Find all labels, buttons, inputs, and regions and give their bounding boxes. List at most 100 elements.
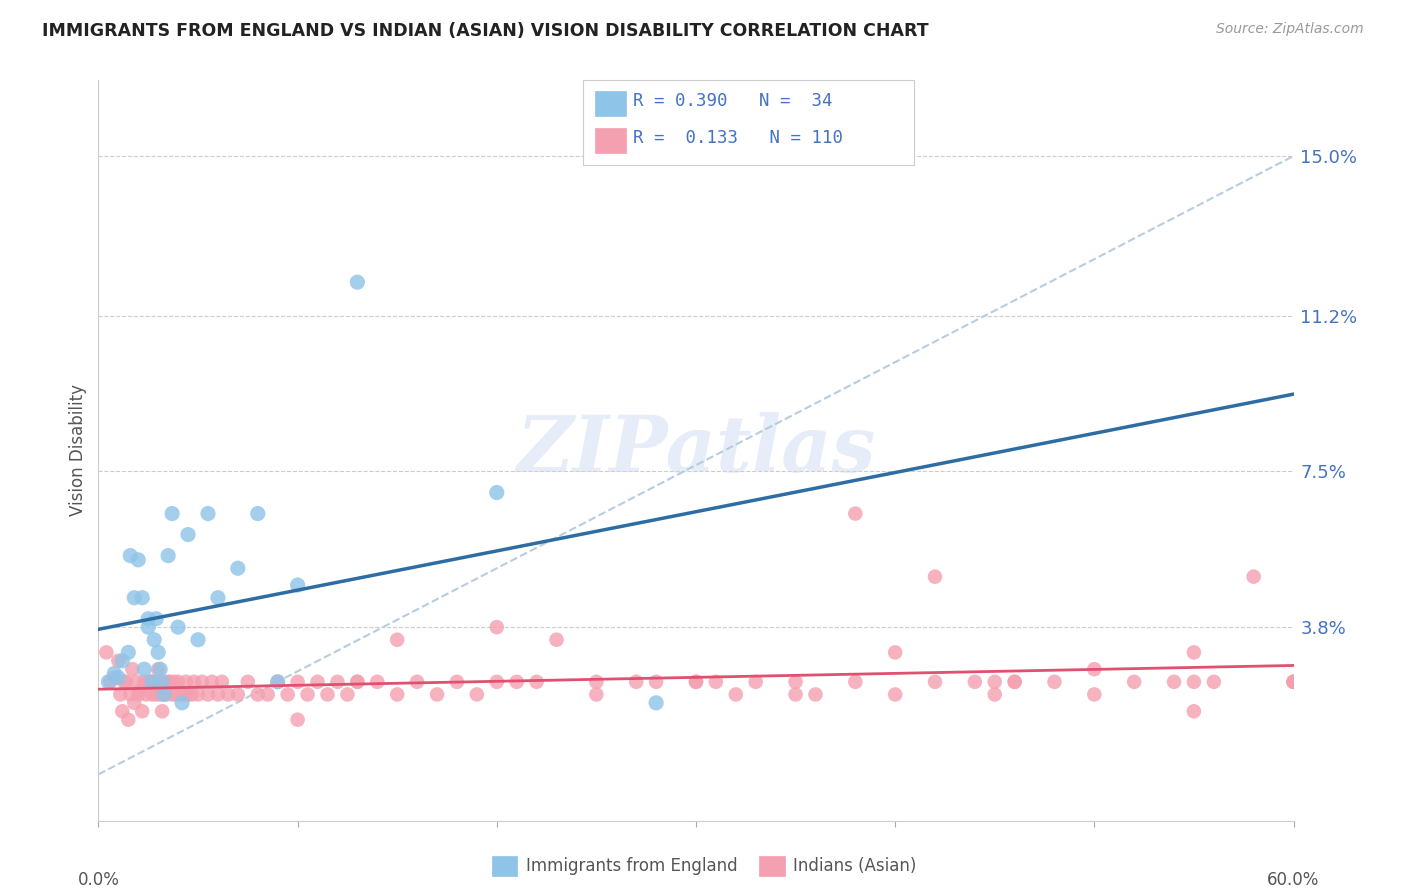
Point [160, 507, 183, 521]
Point [197, 507, 219, 521]
Point [148, 662, 170, 676]
Point [1123, 674, 1146, 689]
Point [924, 569, 946, 583]
Point [167, 674, 190, 689]
Point [201, 674, 224, 689]
Point [172, 696, 194, 710]
Point [585, 674, 607, 689]
Point [174, 674, 197, 689]
Point [426, 688, 449, 702]
Point [506, 674, 529, 689]
Point [785, 688, 807, 702]
Point [165, 688, 187, 702]
Point [1163, 674, 1185, 689]
Text: 60.0%: 60.0% [1267, 871, 1320, 889]
Point [131, 704, 153, 718]
Text: ZIPatlas: ZIPatlas [516, 412, 876, 489]
Point [177, 688, 200, 702]
Point [924, 674, 946, 689]
Text: 0.0%: 0.0% [77, 871, 120, 889]
Point [141, 688, 163, 702]
Point [97, 674, 120, 689]
Point [127, 688, 149, 702]
Point [246, 507, 269, 521]
Point [346, 674, 368, 689]
Point [149, 662, 172, 676]
Point [143, 674, 166, 689]
Point [135, 688, 157, 702]
Point [277, 688, 299, 702]
Point [173, 688, 195, 702]
Point [1083, 662, 1105, 676]
Point [153, 674, 176, 689]
Point [226, 561, 249, 575]
Point [326, 674, 349, 689]
Point [246, 688, 269, 702]
Text: R = 0.390   N =  34: R = 0.390 N = 34 [633, 92, 832, 110]
Point [704, 674, 727, 689]
Point [645, 696, 668, 710]
Point [1182, 674, 1205, 689]
Point [236, 674, 259, 689]
Point [217, 688, 239, 702]
Point [1182, 704, 1205, 718]
Point [1004, 674, 1026, 689]
Point [685, 674, 707, 689]
Point [148, 645, 170, 659]
Point [267, 674, 290, 689]
Point [155, 688, 177, 702]
Point [336, 688, 359, 702]
Point [167, 620, 190, 634]
Point [136, 620, 159, 634]
Point [117, 645, 139, 659]
Point [110, 688, 132, 702]
Point [785, 674, 807, 689]
Point [287, 578, 309, 592]
Point [139, 674, 162, 689]
Point [150, 674, 173, 689]
Point [107, 654, 129, 668]
Point [1282, 674, 1305, 689]
Point [177, 527, 200, 541]
Point [1043, 674, 1066, 689]
Point [1004, 674, 1026, 689]
Point [465, 688, 488, 702]
Point [183, 674, 205, 689]
Point [181, 688, 204, 702]
Point [745, 674, 768, 689]
Point [316, 688, 339, 702]
Point [385, 632, 409, 647]
Y-axis label: Vision Disability: Vision Disability [69, 384, 87, 516]
Point [297, 688, 319, 702]
Point [98, 674, 122, 689]
Point [111, 654, 134, 668]
Point [546, 632, 568, 647]
Point [226, 688, 249, 702]
Point [134, 674, 156, 689]
Point [346, 674, 368, 689]
Point [136, 612, 159, 626]
Point [585, 688, 607, 702]
Point [153, 688, 176, 702]
Point [626, 674, 648, 689]
Point [267, 674, 290, 689]
Point [804, 688, 827, 702]
Point [120, 549, 142, 563]
Point [1243, 569, 1265, 583]
Point [1083, 688, 1105, 702]
Point [211, 674, 233, 689]
Point [485, 674, 508, 689]
Point [724, 688, 747, 702]
Point [963, 674, 986, 689]
Point [287, 713, 309, 727]
Point [103, 671, 125, 685]
Point [1182, 645, 1205, 659]
Point [107, 671, 129, 685]
Point [131, 591, 153, 605]
Point [884, 688, 907, 702]
Point [485, 620, 508, 634]
Point [136, 674, 159, 689]
Text: Source: ZipAtlas.com: Source: ZipAtlas.com [1216, 22, 1364, 37]
Point [125, 674, 148, 689]
Point [844, 507, 866, 521]
